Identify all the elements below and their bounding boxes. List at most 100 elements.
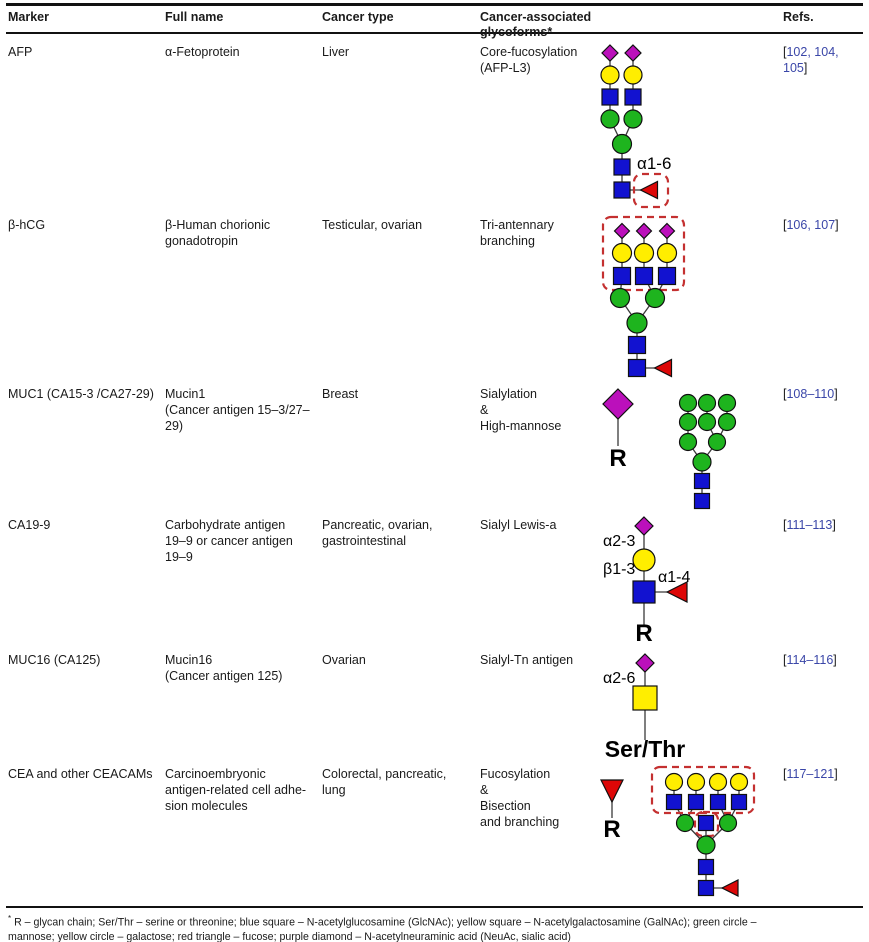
ref-bracket-close: ]	[832, 518, 836, 532]
footnote-line: mannose; yellow circle – galactose; red …	[8, 931, 571, 942]
neuac-diamond-icon	[602, 388, 634, 420]
cell-refs-row5: [114–116]	[783, 652, 865, 668]
glcnac-square-icon	[627, 358, 647, 378]
glycan-diagram-muc16-sialyl-tn: α2-6 Ser/Thr	[603, 653, 686, 762]
ref-bracket-open: [	[783, 45, 787, 59]
table-rule	[6, 32, 863, 34]
glcnac-square-icon	[687, 793, 705, 811]
ref-bracket-close: ]	[834, 387, 838, 401]
cell-full_name-row1: α-Fetoprotein	[165, 45, 240, 59]
mannose-circle-icon	[678, 393, 698, 413]
ref-link[interactable]: 114–116	[786, 653, 834, 667]
ref-link[interactable]: 117–121	[786, 767, 835, 781]
mannose-circle-icon	[611, 133, 633, 155]
glcnac-square-icon	[624, 88, 642, 106]
mannose-circle-icon	[718, 813, 738, 833]
fucose-triangle-icon	[639, 180, 659, 200]
mannose-circle-icon	[707, 432, 727, 452]
mannose-circle-icon	[678, 432, 698, 452]
cell-cancer_type-row4: Pancreatic, ovarian, gastrointestinal	[322, 518, 433, 548]
cell-marker-row2: β-hCG	[8, 218, 46, 232]
cell-glycoforms-row3: Sialylation & High-mannose	[480, 387, 562, 433]
column-header-cancer_type: Cancer type	[322, 10, 394, 24]
neuac-diamond-icon	[634, 516, 654, 536]
cell-cancer_type-row2: Testicular, ovarian	[322, 218, 423, 232]
cell-marker-row5: MUC16 (CA125)	[8, 653, 101, 667]
mannose-circle-icon	[717, 393, 737, 413]
ref-link[interactable]: 111–113	[786, 518, 833, 532]
galactose-circle-icon	[611, 242, 633, 264]
glcnac-square-icon	[634, 266, 654, 286]
cell-full_name-row5: Mucin16 (Cancer antigen 125)	[165, 653, 283, 683]
cell-marker-row3: MUC1 (CA15-3 /CA27-29)	[8, 387, 154, 401]
galactose-circle-icon	[632, 548, 656, 572]
table-footnote: * R – glycan chain; Ser/Thr – serine or …	[8, 912, 864, 942]
glcnac-square-icon	[693, 492, 711, 510]
column-header-marker: Marker	[8, 10, 49, 24]
ref-bracket-close: ]	[833, 653, 837, 667]
neuac-diamond-icon	[613, 222, 631, 240]
cell-refs-row3: [108–110]	[783, 386, 865, 402]
glycan-diagram-ca199-sialyl-lewis-a: α2-3 β1-3 α1-4 R	[603, 516, 690, 647]
ref-link[interactable]: 102, 104, 105	[783, 45, 839, 75]
galactose-circle-icon	[729, 772, 749, 792]
cell-full_name-row2: β-Human chorionic gonadotropin	[165, 218, 271, 248]
neuac-diamond-icon	[635, 653, 655, 673]
cell-refs-row2: [106, 107]	[783, 217, 865, 233]
glcnac-square-icon	[730, 793, 748, 811]
ref-link[interactable]: 106, 107	[786, 218, 836, 232]
mannose-circle-icon	[692, 452, 712, 472]
cell-refs-row1: [102, 104, 105]	[783, 44, 865, 76]
glcnac-square-icon	[657, 266, 677, 286]
cell-marker-row4: CA19-9	[8, 518, 51, 532]
ref-link[interactable]: 108–110	[786, 387, 835, 401]
cell-full_name-row6: Carcinoembryonic antigen-related cell adh…	[165, 767, 307, 813]
galactose-circle-icon	[664, 772, 684, 792]
glycan-label: R	[603, 816, 620, 843]
mannose-circle-icon	[717, 412, 737, 432]
table-rule	[6, 906, 863, 908]
ref-bracket-open: [	[783, 518, 787, 532]
glycan-diagram-bhcg-triantennary	[601, 215, 686, 378]
cell-marker-row6: CEA and other CEACAMs	[8, 767, 153, 781]
ref-bracket-open: [	[783, 218, 787, 232]
glcnac-square-icon	[627, 335, 647, 355]
glycan-diagram-afp-core-fucosylation: α1-6	[600, 44, 671, 209]
cell-glycoforms-row4: Sialyl Lewis-a	[480, 518, 557, 532]
ref-bracket-open: [	[783, 387, 787, 401]
glcnac-square-icon	[697, 879, 715, 897]
highlight-dashed-box	[693, 810, 720, 838]
glycan-label: α2-6	[603, 670, 635, 687]
cell-glycoforms-row1: Core-fucosylation (AFP-L3)	[480, 45, 578, 75]
ref-bracket-close: ]	[803, 61, 808, 75]
cell-cancer_type-row5: Ovarian	[322, 653, 366, 667]
cell-refs-row4: [111–113]	[783, 517, 865, 533]
column-header-full_name: Full name	[165, 10, 224, 24]
neuac-diamond-icon	[624, 44, 642, 62]
fucose-triangle-icon	[720, 879, 739, 897]
mannose-circle-icon	[696, 835, 716, 855]
mannose-circle-icon	[600, 109, 620, 129]
glcnac-square-icon	[665, 793, 683, 811]
neuac-diamond-icon	[601, 44, 619, 62]
column-header-glycoforms: Cancer-associated glycoforms*	[480, 10, 592, 39]
glycan-diagram-cea-fucosylation-bisection: R	[600, 765, 756, 897]
fucose-triangle-icon	[653, 358, 673, 378]
mannose-circle-icon	[675, 813, 695, 833]
glycan-label: R	[609, 445, 626, 472]
glycan-label: β1-3	[603, 561, 635, 578]
footnote-asterisk: *	[8, 914, 12, 923]
ref-bracket-open: [	[783, 653, 787, 667]
neuac-diamond-icon	[635, 222, 653, 240]
cell-cancer_type-row1: Liver	[322, 45, 350, 59]
glycan-label: α1-6	[637, 154, 671, 173]
table-rule	[6, 3, 863, 6]
mannose-circle-icon	[678, 412, 698, 432]
galactose-circle-icon	[708, 772, 728, 792]
galactose-circle-icon	[686, 772, 706, 792]
glcnac-square-icon	[697, 814, 715, 832]
cell-glycoforms-row5: Sialyl-Tn antigen	[480, 653, 574, 667]
glycan-label: Ser/Thr	[605, 736, 686, 762]
ref-bracket-open: [	[783, 767, 787, 781]
cell-cancer_type-row3: Breast	[322, 387, 359, 401]
